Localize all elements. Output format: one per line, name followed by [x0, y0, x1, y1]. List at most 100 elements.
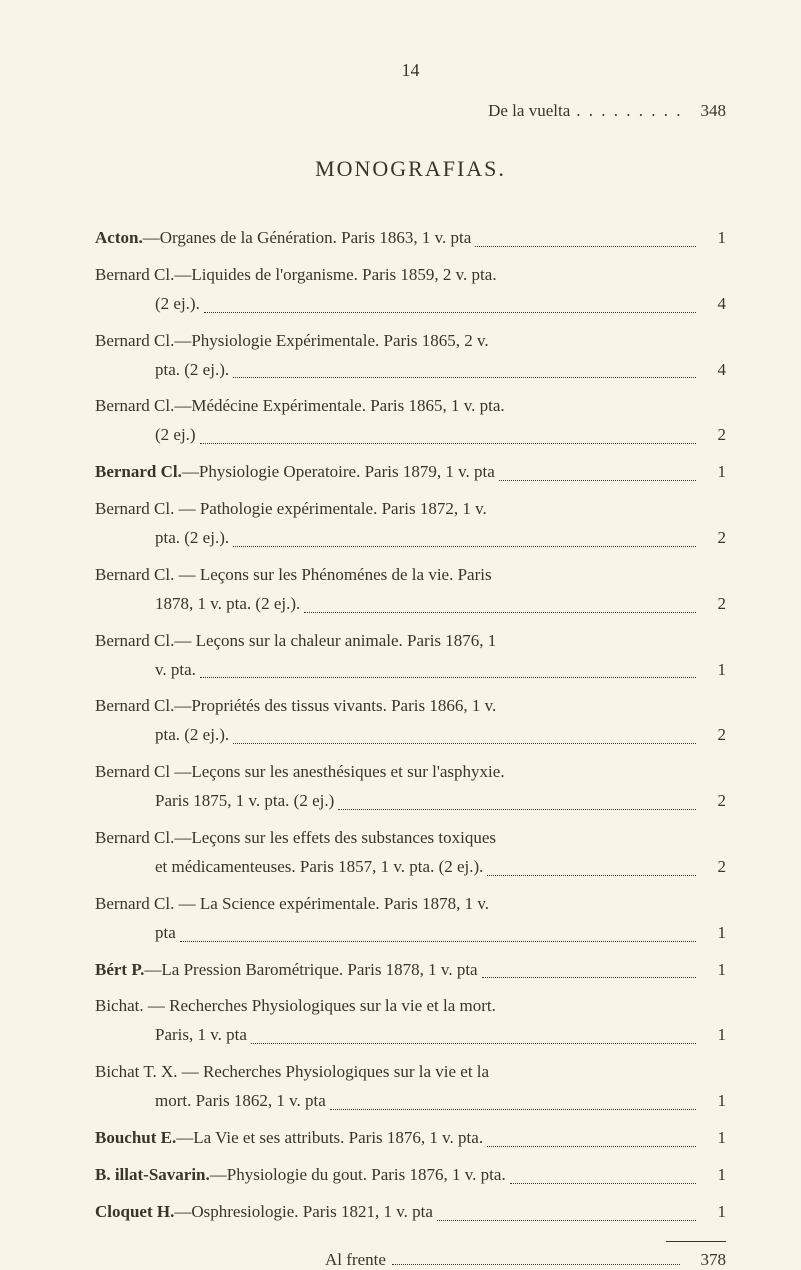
entry-continuation: (2 ej.).	[95, 290, 200, 319]
entry-price: 4	[700, 290, 727, 319]
entry-text: Bért P.—La Pression Barométrique. Paris …	[95, 956, 478, 985]
entry-author: Bernard Cl	[95, 762, 170, 781]
entry-continuation: Paris, 1 v. pta	[95, 1021, 247, 1050]
entry-author: Bernard Cl.	[95, 331, 174, 350]
bibliography-entry: Bernard Cl. — Leçons sur les Phénoménes …	[95, 561, 726, 619]
entry-price: 1	[700, 656, 727, 685]
entry-rest: —Physiologie Expérimentale. Paris 1865, …	[174, 331, 488, 350]
entry-rest: —Liquides de l'organisme. Paris 1859, 2 …	[174, 265, 496, 284]
entry-price: 2	[700, 590, 727, 619]
entry-text: Bernard Cl.—Physiologie Operatoire. Pari…	[95, 458, 495, 487]
entry-continuation: pta. (2 ej.).	[95, 356, 229, 385]
bibliography-entry: Bernard Cl.—Liquides de l'organisme. Par…	[95, 261, 726, 319]
bibliography-entry: Bichat. — Recherches Physiologiques sur …	[95, 992, 726, 1050]
leader-dots	[204, 312, 696, 313]
entry-author: Bernard Cl.	[95, 631, 174, 650]
bibliography-entry: Bernard Cl —Leçons sur les anesthésiques…	[95, 758, 726, 816]
entries-list: Acton.—Organes de la Génération. Paris 1…	[95, 224, 726, 1227]
entry-rest: —Physiologie du gout. Paris 1876, 1 v. p…	[210, 1165, 506, 1184]
bibliography-entry: Bernard Cl.—Physiologie Expérimentale. P…	[95, 327, 726, 385]
entry-rest: —Organes de la Génération. Paris 1863, 1…	[143, 228, 472, 247]
leader-dots	[233, 743, 695, 744]
bibliography-entry: Acton.—Organes de la Génération. Paris 1…	[95, 224, 726, 253]
entry-author: Acton.	[95, 228, 143, 247]
leader-dots	[304, 612, 695, 613]
leader-dots	[487, 875, 695, 876]
entry-line-1: Bernard Cl.—Propriétés des tissus vivant…	[95, 692, 496, 721]
entry-price: 1	[700, 1021, 727, 1050]
entry-line-1: Bernard Cl. — La Science expérimentale. …	[95, 890, 489, 919]
carryover-label: De la vuelta	[488, 101, 570, 121]
entry-rest: — Recherches Physiologiques sur la vie e…	[177, 1062, 489, 1081]
entry-continuation: et médicamenteuses. Paris 1857, 1 v. pta…	[95, 853, 483, 882]
entry-text: Acton.—Organes de la Génération. Paris 1…	[95, 224, 471, 253]
entry-line-1: Bernard Cl.—Liquides de l'organisme. Par…	[95, 261, 497, 290]
leader-dots	[482, 977, 696, 978]
entry-rest: —Osphresiologie. Paris 1821, 1 v. pta	[174, 1202, 433, 1221]
entry-line-1: Bernard Cl.—Médécine Expérimentale. Pari…	[95, 392, 505, 421]
entry-price: 2	[700, 721, 727, 750]
bibliography-entry: Bouchut E.—La Vie et ses attributs. Pari…	[95, 1124, 726, 1153]
entry-rest: —Physiologie Operatoire. Paris 1879, 1 v…	[182, 462, 495, 481]
entry-continuation: pta. (2 ej.).	[95, 721, 229, 750]
entry-line-1: Bernard Cl. — Leçons sur les Phénoménes …	[95, 561, 492, 590]
entry-author: Bernard Cl.	[95, 565, 174, 584]
bibliography-entry: Bernard Cl.— Leçons sur la chaleur anima…	[95, 627, 726, 685]
entry-price: 1	[700, 1161, 727, 1190]
leader-dots	[437, 1220, 696, 1221]
bibliography-entry: Bernard Cl.—Médécine Expérimentale. Pari…	[95, 392, 726, 450]
entry-price: 1	[700, 458, 727, 487]
bibliography-entry: Bernard Cl. — La Science expérimentale. …	[95, 890, 726, 948]
leader-dots	[200, 677, 696, 678]
entry-price: 2	[700, 421, 727, 450]
bibliography-entry: Bernard Cl.—Leçons sur les effets des su…	[95, 824, 726, 882]
entry-line-1: Bichat T. X. — Recherches Physiologiques…	[95, 1058, 489, 1087]
footer-total: Al frente 378	[95, 1250, 726, 1270]
leader-dots	[475, 246, 695, 247]
entry-continuation: v. pta.	[95, 656, 196, 685]
entry-author: Cloquet H.	[95, 1202, 174, 1221]
entry-author: Bichat.	[95, 996, 144, 1015]
entry-price: 1	[700, 1087, 727, 1116]
entry-rest: —Médécine Expérimentale. Paris 1865, 1 v…	[174, 396, 504, 415]
entry-author: Bért P.	[95, 960, 144, 979]
entry-rest: — Pathologie expérimentale. Paris 1872, …	[174, 499, 486, 518]
entry-author: Bernard Cl.	[95, 396, 174, 415]
entry-author: Bichat T. X.	[95, 1062, 177, 1081]
entry-rest: —Propriétés des tissus vivants. Paris 18…	[174, 696, 496, 715]
section-heading: MONOGRAFIAS.	[95, 156, 726, 182]
bibliography-entry: B. illat-Savarin.—Physiologie du gout. P…	[95, 1161, 726, 1190]
leader-dots	[251, 1043, 696, 1044]
entry-price: 1	[700, 1124, 727, 1153]
entry-price: 1	[700, 956, 727, 985]
entry-continuation: (2 ej.)	[95, 421, 196, 450]
entry-line-1: Bichat. — Recherches Physiologiques sur …	[95, 992, 496, 1021]
footer-dots	[392, 1264, 680, 1265]
entry-author: Bernard Cl.	[95, 462, 182, 481]
entry-author: Bernard Cl.	[95, 499, 174, 518]
entry-rest: — La Science expérimentale. Paris 1878, …	[174, 894, 489, 913]
entry-continuation: pta	[95, 919, 176, 948]
bibliography-entry: Bernard Cl.—Physiologie Operatoire. Pari…	[95, 458, 726, 487]
entry-line-1: Bernard Cl. — Pathologie expérimentale. …	[95, 495, 487, 524]
leader-dots	[487, 1146, 695, 1147]
entry-author: Bernard Cl.	[95, 696, 174, 715]
leader-dots	[510, 1183, 696, 1184]
entry-author: Bouchut E.	[95, 1128, 176, 1147]
entry-rest: — Leçons sur la chaleur animale. Paris 1…	[174, 631, 496, 650]
carryover-line: De la vuelta . . . . . . . . . 348	[95, 101, 726, 121]
entry-price: 2	[700, 853, 727, 882]
leader-dots	[233, 377, 695, 378]
bibliography-entry: Cloquet H.—Osphresiologie. Paris 1821, 1…	[95, 1198, 726, 1227]
entry-author: Bernard Cl.	[95, 894, 174, 913]
total-rule	[666, 1241, 726, 1242]
bibliography-entry: Bichat T. X. — Recherches Physiologiques…	[95, 1058, 726, 1116]
entry-price: 2	[700, 787, 727, 816]
bibliography-entry: Bernard Cl.—Propriétés des tissus vivant…	[95, 692, 726, 750]
entry-line-1: Bernard Cl.—Physiologie Expérimentale. P…	[95, 327, 489, 356]
entry-price: 4	[700, 356, 727, 385]
entry-text: Cloquet H.—Osphresiologie. Paris 1821, 1…	[95, 1198, 433, 1227]
entry-rest: —Leçons sur les effets des substances to…	[174, 828, 496, 847]
entry-rest: —La Pression Barométrique. Paris 1878, 1…	[144, 960, 477, 979]
entry-text: B. illat-Savarin.—Physiologie du gout. P…	[95, 1161, 506, 1190]
